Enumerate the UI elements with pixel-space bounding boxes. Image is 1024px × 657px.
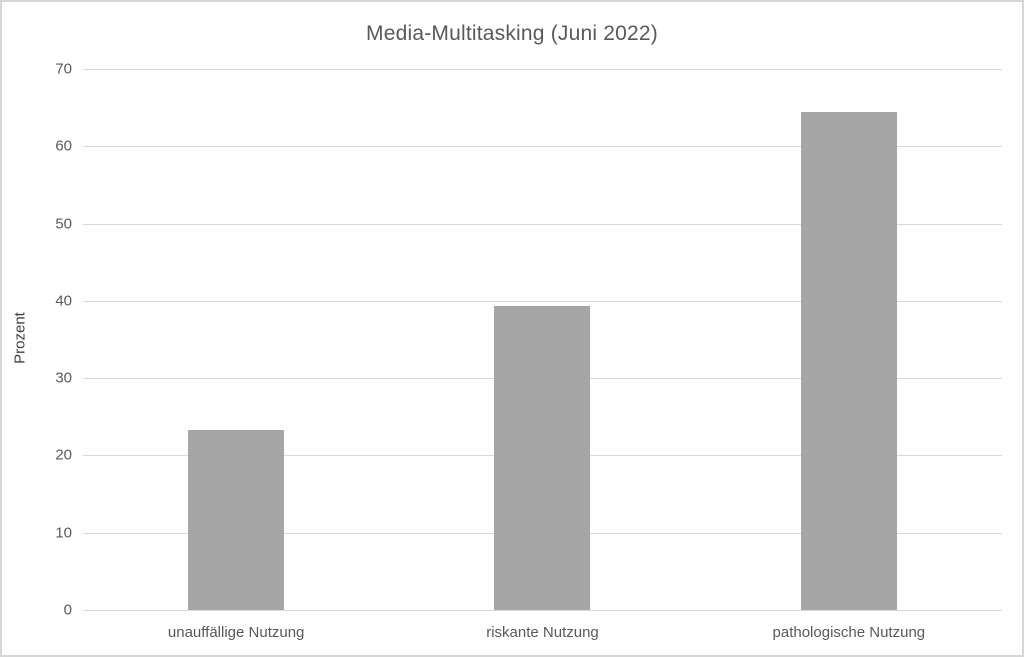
y-tick-label-50: 50 (55, 215, 72, 233)
y-axis-tick-labels: 0 10 20 30 40 50 60 70 (2, 61, 72, 619)
bar-slot (83, 69, 389, 610)
bar-slot (389, 69, 695, 610)
bar-3 (800, 111, 897, 610)
gridline-y-70 (83, 69, 1002, 70)
y-tick-label-0: 0 (63, 601, 72, 619)
y-tick-label-10: 10 (55, 524, 72, 542)
gridline-y-40 (83, 300, 1002, 302)
bar-slot (696, 69, 1002, 610)
y-tick-label-30: 30 (55, 369, 72, 387)
chart-title: Media-Multitasking (Juni 2022) (366, 22, 658, 45)
y-tick-label-60: 60 (55, 137, 72, 155)
bar-1 (188, 429, 285, 610)
x-category-label-2: riskante Nutzung (486, 624, 599, 641)
x-category-label-3: pathologische Nutzung (772, 624, 926, 641)
gridline-y-60 (83, 146, 1002, 148)
bar-2 (494, 305, 591, 610)
x-axis-category-labels: unauffällige Nutzung riskante Nutzung path… (83, 624, 1002, 648)
y-tick-label-20: 20 (55, 446, 72, 464)
y-tick-label-70: 70 (55, 60, 72, 78)
gridline-y-0 (83, 610, 1002, 611)
plot-area (83, 69, 1002, 611)
gridline-y-50 (83, 223, 1002, 225)
y-tick-label-40: 40 (55, 292, 72, 310)
x-category-label-1: unauffällige Nutzung (167, 624, 305, 641)
